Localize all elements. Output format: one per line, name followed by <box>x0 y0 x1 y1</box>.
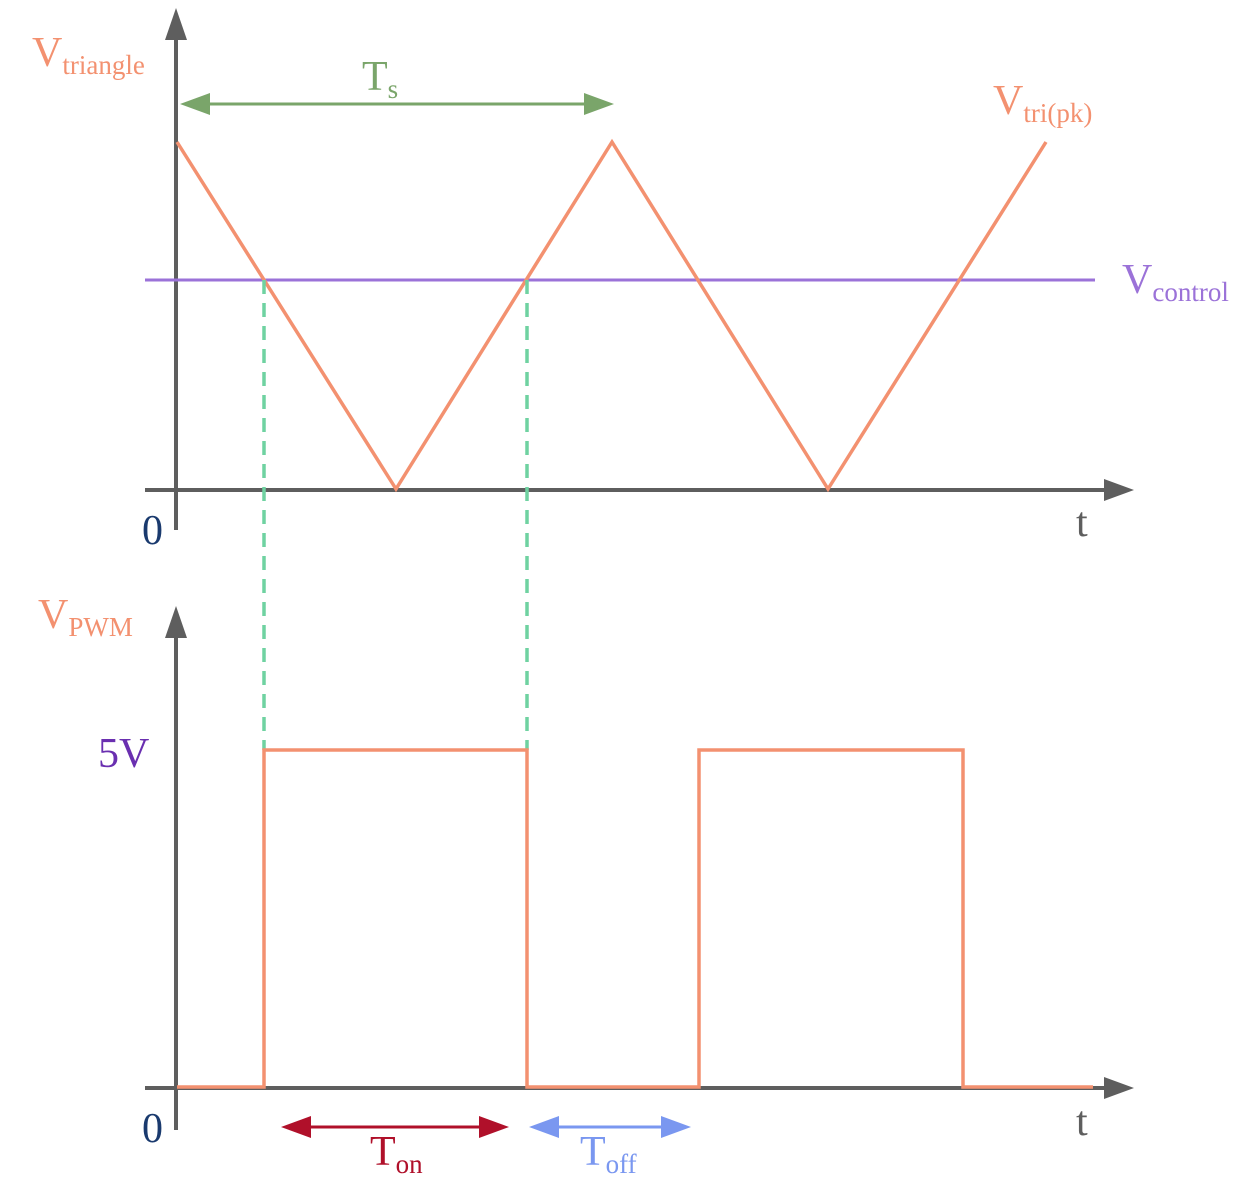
toff-arrow <box>529 1116 691 1138</box>
top-origin-label: 0 <box>142 508 163 554</box>
top-x-axis-label: t <box>1076 500 1088 546</box>
ton-arrow <box>281 1116 509 1138</box>
ton-label: Ton <box>370 1129 423 1179</box>
top-x-axis-arrowhead <box>1104 479 1134 501</box>
top-y-axis-label: Vtriangle <box>32 30 145 80</box>
top-y-axis-arrowhead <box>165 8 187 40</box>
pwm-waveform <box>177 748 1093 1089</box>
top-period-label: Ts <box>362 54 398 104</box>
toff-label: Toff <box>580 1129 637 1179</box>
bottom-x-axis-label: t <box>1076 1099 1088 1145</box>
triangle-wave <box>175 138 1048 493</box>
top-peak-label: Vtri(pk) <box>993 78 1092 128</box>
bottom-axes <box>145 606 1134 1130</box>
five-volt-label: 5V <box>98 731 149 777</box>
top-axes <box>145 8 1134 530</box>
bottom-y-axis-label: VPWM <box>38 592 133 642</box>
bottom-y-axis-arrowhead <box>165 606 187 638</box>
bottom-x-axis-arrowhead <box>1104 1077 1134 1099</box>
period-arrow <box>180 93 614 115</box>
bottom-origin-label: 0 <box>142 1106 163 1152</box>
top-control-label: Vcontrol <box>1122 257 1229 307</box>
